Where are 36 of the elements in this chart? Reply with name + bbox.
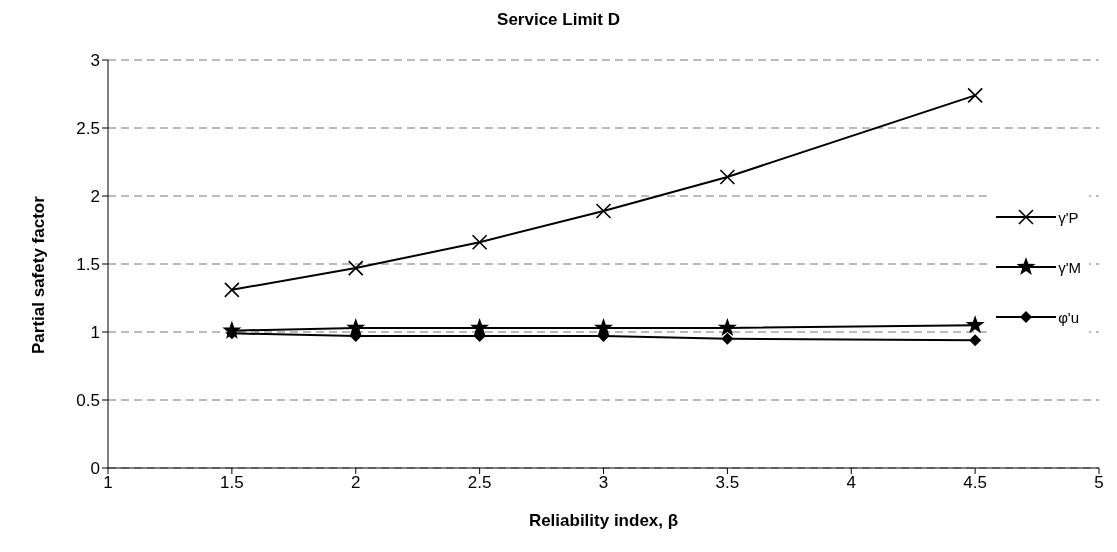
chart-title: Service Limit D [496, 10, 621, 30]
y-tick-label: 0.5 [76, 391, 100, 411]
point [470, 317, 490, 337]
y-tick-label: 3 [90, 51, 100, 71]
legend-label: γ'M [1058, 258, 1081, 276]
y-tick-label: 2.5 [76, 119, 100, 139]
y-tick-label: 1 [90, 323, 100, 343]
x-tick-label: 2.5 [467, 473, 492, 493]
x-tick-label: 2 [351, 473, 361, 493]
x-tick-label: 4 [846, 473, 856, 493]
point [969, 334, 982, 347]
y-tick-label: 0 [90, 459, 100, 479]
point [967, 87, 983, 104]
point [595, 203, 612, 219]
point [965, 315, 985, 334]
point [224, 282, 240, 298]
x-tick-label: 1 [103, 473, 113, 493]
x-tick-label: 4.5 [963, 473, 987, 493]
y-axis-title: Partial safety factor [29, 195, 49, 354]
legend-label: φ'u [1058, 308, 1080, 326]
x-tick-label: 1.5 [220, 473, 244, 493]
point [717, 317, 737, 337]
point [593, 317, 614, 337]
point [471, 234, 488, 251]
y-tick-label: 1.5 [76, 255, 100, 275]
point [222, 320, 242, 339]
y-tick-label: 2 [90, 187, 100, 207]
point [346, 317, 366, 337]
x-tick-label: 3 [598, 473, 609, 493]
x-axis-title: Reliability index, β [528, 511, 679, 530]
point [721, 332, 734, 345]
x-tick-label: 5 [1094, 473, 1104, 493]
x-tick-label: 3.5 [715, 473, 740, 493]
legend-label: γ'P [1058, 208, 1079, 226]
point [347, 260, 364, 276]
point [719, 169, 736, 185]
